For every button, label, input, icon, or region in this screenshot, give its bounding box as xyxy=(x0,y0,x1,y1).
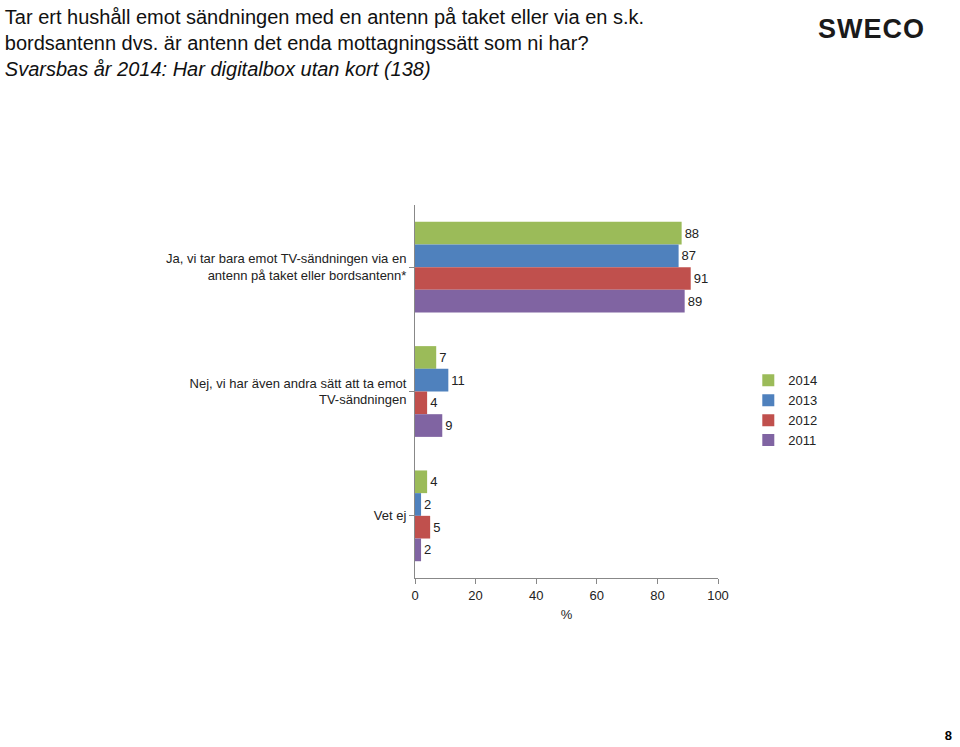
svg-text:100: 100 xyxy=(707,588,729,603)
svg-text:2: 2 xyxy=(424,497,431,512)
svg-text:91: 91 xyxy=(694,271,708,286)
svg-text:11: 11 xyxy=(451,373,465,388)
svg-text:Ja, vi tar bara emot TV-sändni: Ja, vi tar bara emot TV-sändningen via e… xyxy=(166,251,406,283)
svg-text:60: 60 xyxy=(590,588,604,603)
svg-text:20: 20 xyxy=(468,588,482,603)
svg-text:9: 9 xyxy=(445,418,452,433)
svg-text:Tar ert hushåll emot sändninge: Tar ert hushåll emot sändningen med en a… xyxy=(5,6,644,80)
svg-text:7: 7 xyxy=(439,350,446,365)
svg-text:Nej, vi har även andra sätt at: Nej, vi har även andra sätt att ta emotT… xyxy=(190,376,407,408)
svg-text:87: 87 xyxy=(682,248,696,263)
svg-text:%: % xyxy=(561,607,573,622)
svg-text:Vet ej: Vet ej xyxy=(374,508,407,523)
html-text:SWECO: SWECO xyxy=(818,14,925,44)
svg-text:2: 2 xyxy=(424,542,431,557)
svg-text:2012: 2012 xyxy=(788,413,817,428)
svg-text:2013: 2013 xyxy=(788,393,817,408)
svg-text:40: 40 xyxy=(529,588,543,603)
svg-text:2011: 2011 xyxy=(788,433,816,448)
svg-text:88: 88 xyxy=(685,226,699,241)
svg-text:2014: 2014 xyxy=(788,373,817,388)
svg-text:89: 89 xyxy=(688,294,702,309)
svg-text:0: 0 xyxy=(411,588,418,603)
svg-text:5: 5 xyxy=(433,520,440,535)
html-text:8: 8 xyxy=(944,728,952,743)
svg-text:80: 80 xyxy=(650,588,664,603)
svg-text:4: 4 xyxy=(430,395,437,410)
svg-text:4: 4 xyxy=(430,474,437,489)
